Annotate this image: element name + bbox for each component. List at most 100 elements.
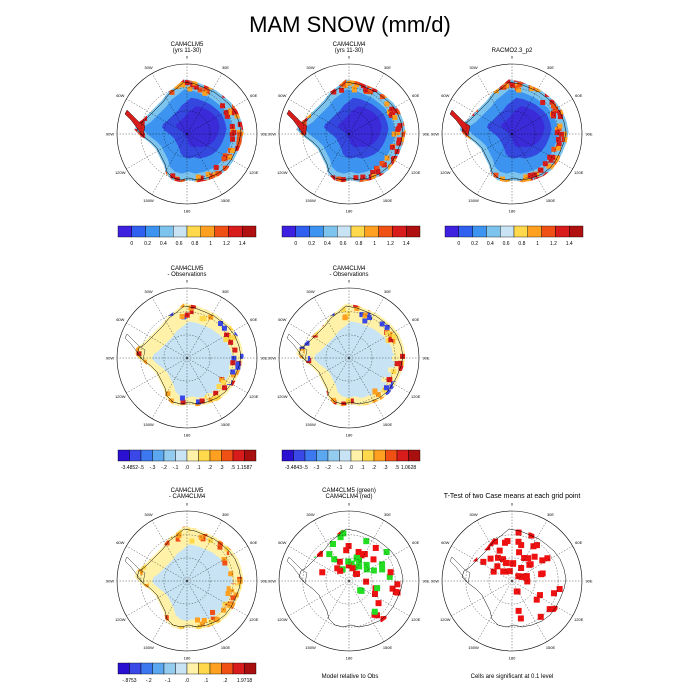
colorbar-tick-label: -3.4852 <box>121 465 138 471</box>
colorbar-swatch <box>304 449 317 462</box>
colorbar-swatch <box>221 662 234 675</box>
longitude-label: 60E <box>575 540 582 545</box>
colorbar-tick-label: 0.6 <box>503 241 510 247</box>
longitude-label: 30E <box>222 289 229 294</box>
meridian-line <box>511 580 548 642</box>
polar-map: 0 30E 60E 90E 120E 150E 180 150W 120W 90W 60W 30W <box>431 55 593 214</box>
longitude-label: 150E <box>383 645 393 650</box>
colorbar-swatch <box>200 225 215 238</box>
longitude-label: 180 <box>184 433 191 438</box>
meridian-line <box>151 520 188 582</box>
meridian-line <box>476 580 513 642</box>
colorbar-tick-label: 0.8 <box>191 241 198 247</box>
colorbar-swatch <box>337 225 352 238</box>
meridian-line <box>288 580 350 617</box>
meridian-line <box>186 545 248 582</box>
colorbar-swatch <box>186 662 199 675</box>
colorbar-swatch <box>458 225 473 238</box>
latitude-circle <box>488 110 536 158</box>
longitude-label: 120E <box>411 170 421 175</box>
longitude-label: 30W <box>306 512 314 517</box>
longitude-label: 90E <box>422 356 429 361</box>
colorbar-tick-label: 1.9718 <box>237 678 253 684</box>
longitude-label: 30E <box>384 289 391 294</box>
polar-map: 0 30E 60E 90E 120E 150E 180 150W 120W 90W 60W 30W <box>268 502 430 661</box>
meridian-line <box>511 133 548 195</box>
colorbar-swatch <box>241 225 257 238</box>
colorbar-tick-label: -3.4843 <box>285 465 302 471</box>
colorbar-swatch <box>244 449 257 462</box>
colorbar-swatch <box>186 449 199 462</box>
colorbar-tick-label: 0.2 <box>144 241 151 247</box>
colorbar-tick-label: 1.1587 <box>237 465 253 471</box>
colorbar-swatch <box>159 225 174 238</box>
meridian-line <box>126 545 188 582</box>
meridian-line <box>451 545 513 582</box>
colorbar-swatch <box>152 449 165 462</box>
colorbar-swatch <box>244 662 257 675</box>
longitude-label: 180 <box>184 656 191 661</box>
figure-title: MAM SNOW (mm/d) <box>249 12 451 37</box>
latitude-circle <box>163 557 211 605</box>
longitude-label: 90W <box>106 356 114 361</box>
longitude-label: 30W <box>306 65 314 70</box>
panel-title-p22: CAM4CLM4 <box>333 266 366 272</box>
colorbar-tick-label: 0 <box>294 241 297 247</box>
colorbar-tick-label: .3 <box>219 465 223 471</box>
longitude-label: 30E <box>384 65 391 70</box>
longitude-label: 30W <box>144 65 152 70</box>
polar-map: 0 30E 60E 90E 120E 150E 180 150W 120W 90W 60W 30W <box>431 502 593 661</box>
longitude-label: 60W <box>278 317 286 322</box>
colorbar-swatch <box>396 449 409 462</box>
longitude-label: 120W <box>115 170 126 175</box>
panel-title-p32: CAM4CLM4 (red) <box>325 494 372 500</box>
longitude-label: 150W <box>305 198 316 203</box>
colorbar-tick-label: .3 <box>383 465 387 471</box>
colorbar-swatch <box>405 225 421 238</box>
colorbar-swatch <box>555 225 570 238</box>
colorbar: -3.4852 -.5 -.3 -.2 -.1 .0 .1 .2 .3 .5 1.1587 <box>117 449 257 471</box>
longitude-label: 120E <box>249 170 259 175</box>
colorbar-tick-label: -.2 <box>325 465 331 471</box>
longitude-label: 0 <box>348 55 351 60</box>
colorbar-swatch <box>316 449 329 462</box>
colorbar-tick-label: .1 <box>360 465 364 471</box>
meridian-line <box>348 133 410 170</box>
meridian-line <box>451 580 513 617</box>
meridian-line <box>313 357 350 419</box>
colorbar-swatch <box>214 225 229 238</box>
peninsula <box>124 556 146 584</box>
longitude-label: 120E <box>249 394 259 399</box>
colorbar-swatch <box>339 449 352 462</box>
longitude-label: 90W <box>106 132 114 137</box>
longitude-label: 30E <box>547 65 554 70</box>
longitude-label: 60E <box>250 93 257 98</box>
longitude-label: 90E <box>585 132 592 137</box>
meridian-line <box>186 133 248 170</box>
longitude-label: 30W <box>306 289 314 294</box>
panel-title-p31: - CAM4CLM4 <box>169 494 206 500</box>
longitude-label: 150W <box>143 645 154 650</box>
longitude-label: 120W <box>115 394 126 399</box>
colorbar-swatch <box>152 662 165 675</box>
meridian-line <box>451 98 513 135</box>
polar-map: 0 30E 60E 90E 120E 150E 180 150W 120W 90W 60W 30W <box>268 55 430 214</box>
meridian-line <box>288 98 350 135</box>
peninsula <box>286 109 308 137</box>
longitude-label: 30E <box>222 65 229 70</box>
colorbar-swatch <box>309 225 324 238</box>
colorbar-tick-label: -.1 <box>173 465 179 471</box>
colorbar-swatch <box>117 662 130 675</box>
panel-title-p12: (yrs 11-30) <box>335 48 364 54</box>
longitude-label: 90E <box>585 579 592 584</box>
meridian-line <box>186 357 223 419</box>
meridian-line <box>151 580 188 642</box>
meridian-line <box>186 580 223 642</box>
colorbar-tick-label: 0.4 <box>324 241 331 247</box>
colorbar-tick-label: 1.2 <box>550 241 557 247</box>
colorbar-swatch <box>323 225 338 238</box>
meridian-line <box>348 297 385 359</box>
colorbar-tick-label: 0.4 <box>160 241 167 247</box>
longitude-label: 0 <box>348 502 351 507</box>
longitude-label: 150W <box>468 645 479 650</box>
